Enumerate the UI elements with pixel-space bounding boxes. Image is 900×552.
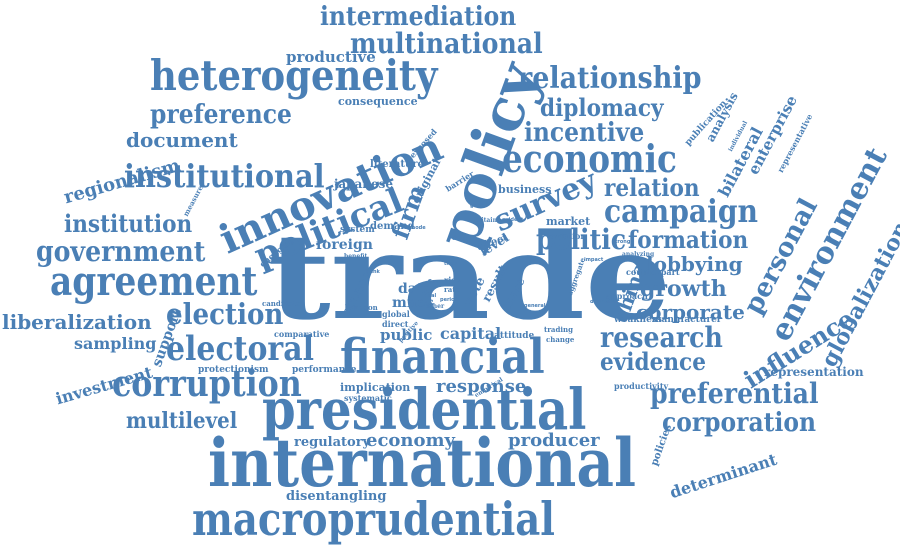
- word-productive: productive: [286, 48, 376, 66]
- word-system: system: [340, 225, 375, 235]
- word-domestic: domestic: [590, 299, 616, 305]
- word-trade: trade: [268, 207, 672, 346]
- word-business: business: [498, 183, 552, 196]
- word-corruption: corruption: [112, 363, 302, 405]
- word-variation: variation: [546, 231, 587, 241]
- word-global: global: [382, 309, 410, 319]
- word-benefit: benefit: [344, 253, 368, 260]
- word-comparative: comparative: [274, 329, 330, 339]
- word-financial: financial: [340, 329, 545, 385]
- word-policies: policies: [649, 423, 675, 468]
- word-bank: bank: [366, 269, 380, 275]
- word-manufacturer: manufacturer: [652, 315, 722, 325]
- word-economy: economy: [366, 430, 456, 451]
- word-counterpart: counterpart: [626, 267, 680, 277]
- word-candidate: candidate: [262, 299, 301, 308]
- word-lobbying: lobbying: [646, 252, 743, 276]
- word-response: response: [436, 376, 527, 397]
- word-heterogeneity: heterogeneity: [150, 51, 438, 100]
- word-analyzing: analyzing: [622, 251, 655, 258]
- word-dragon: dragon: [350, 303, 378, 312]
- word-systematic: systematic: [344, 393, 392, 403]
- word-election: election: [166, 297, 284, 331]
- word-relation: relation: [604, 173, 700, 202]
- word-market: market: [546, 215, 591, 228]
- word-protectionism: protectionism: [198, 365, 269, 375]
- word-research: research: [600, 321, 723, 354]
- word-document: document: [126, 128, 238, 152]
- word-evident: evident: [502, 217, 524, 223]
- word-britain: britain: [474, 217, 497, 224]
- word-institution: institution: [64, 209, 193, 238]
- word-economic: economic: [502, 136, 677, 181]
- word-foreign: foreign: [316, 237, 373, 253]
- word-productivity: productivity: [614, 381, 669, 391]
- word-consequence: consequence: [338, 95, 418, 108]
- word-representation: representation: [764, 365, 864, 379]
- word-trading: trading: [544, 325, 573, 334]
- word-japanese: japanese: [334, 177, 394, 191]
- word-institutional: institutional: [124, 157, 325, 195]
- word-time: time: [444, 261, 457, 267]
- word-dual: dual: [424, 293, 437, 299]
- word-corporate: corporate: [636, 300, 745, 324]
- word-direct: direct: [382, 319, 409, 329]
- word-corporation: corporation: [662, 408, 816, 438]
- word-disentangling: disentangling: [286, 489, 387, 504]
- word-campaign: campaign: [604, 192, 758, 230]
- word-macroprudential: macroprudential: [192, 492, 555, 546]
- word-evidence: evidence: [600, 347, 706, 376]
- word-flow: flow: [428, 279, 440, 285]
- word-incentive: incentive: [524, 118, 645, 148]
- word-multilevel: multilevel: [126, 408, 238, 434]
- word-politic: politic: [536, 223, 627, 256]
- word-sampling: sampling: [74, 334, 157, 353]
- word-impact: impact: [584, 257, 604, 263]
- word-multinational: multinational: [350, 27, 543, 60]
- word-doing: doing: [452, 235, 472, 242]
- word-strong: strong: [612, 239, 631, 245]
- word-mnes: mnes: [392, 295, 434, 311]
- word-capital: capital: [440, 324, 502, 343]
- word-regulatory: regulatory: [294, 435, 371, 450]
- word-determinant: determinant: [667, 449, 780, 503]
- word-formation: formation: [628, 225, 749, 254]
- word-diplomacy: diplomacy: [540, 93, 664, 122]
- word-relationship: relationship: [518, 61, 702, 96]
- word-public: public: [380, 326, 433, 344]
- word-demand: demand: [370, 221, 415, 232]
- word-other: other: [426, 303, 445, 310]
- word-risk: risk: [444, 275, 462, 285]
- word-weakness: weakness: [614, 315, 662, 325]
- word-producer: producer: [508, 430, 600, 451]
- word-period: period: [440, 297, 459, 303]
- word-preference: preference: [150, 100, 292, 130]
- word-electoral: electoral: [166, 329, 314, 369]
- word-good: good: [470, 203, 485, 209]
- word-intermediation: intermediation: [320, 2, 517, 32]
- word-presidential: presidential: [262, 377, 587, 443]
- word-liberalization: liberalization: [2, 310, 152, 334]
- word-rate: rate: [444, 285, 460, 294]
- word-performance: performance: [292, 365, 357, 375]
- word-data: data: [398, 281, 433, 297]
- word-change: change: [546, 335, 575, 344]
- word-general: general: [524, 303, 546, 309]
- word-approach: approach: [606, 291, 648, 301]
- word-attitude: attitude: [494, 331, 535, 341]
- word-growth: growth: [640, 276, 727, 302]
- word-preferential: preferential: [650, 377, 819, 410]
- word-agreement: agreement: [50, 258, 258, 305]
- word-mode: mode: [410, 225, 426, 231]
- word-literature: literature: [370, 159, 424, 170]
- word-implication: implication: [340, 381, 411, 394]
- word-international: international: [208, 424, 637, 502]
- word-government: government: [36, 235, 206, 268]
